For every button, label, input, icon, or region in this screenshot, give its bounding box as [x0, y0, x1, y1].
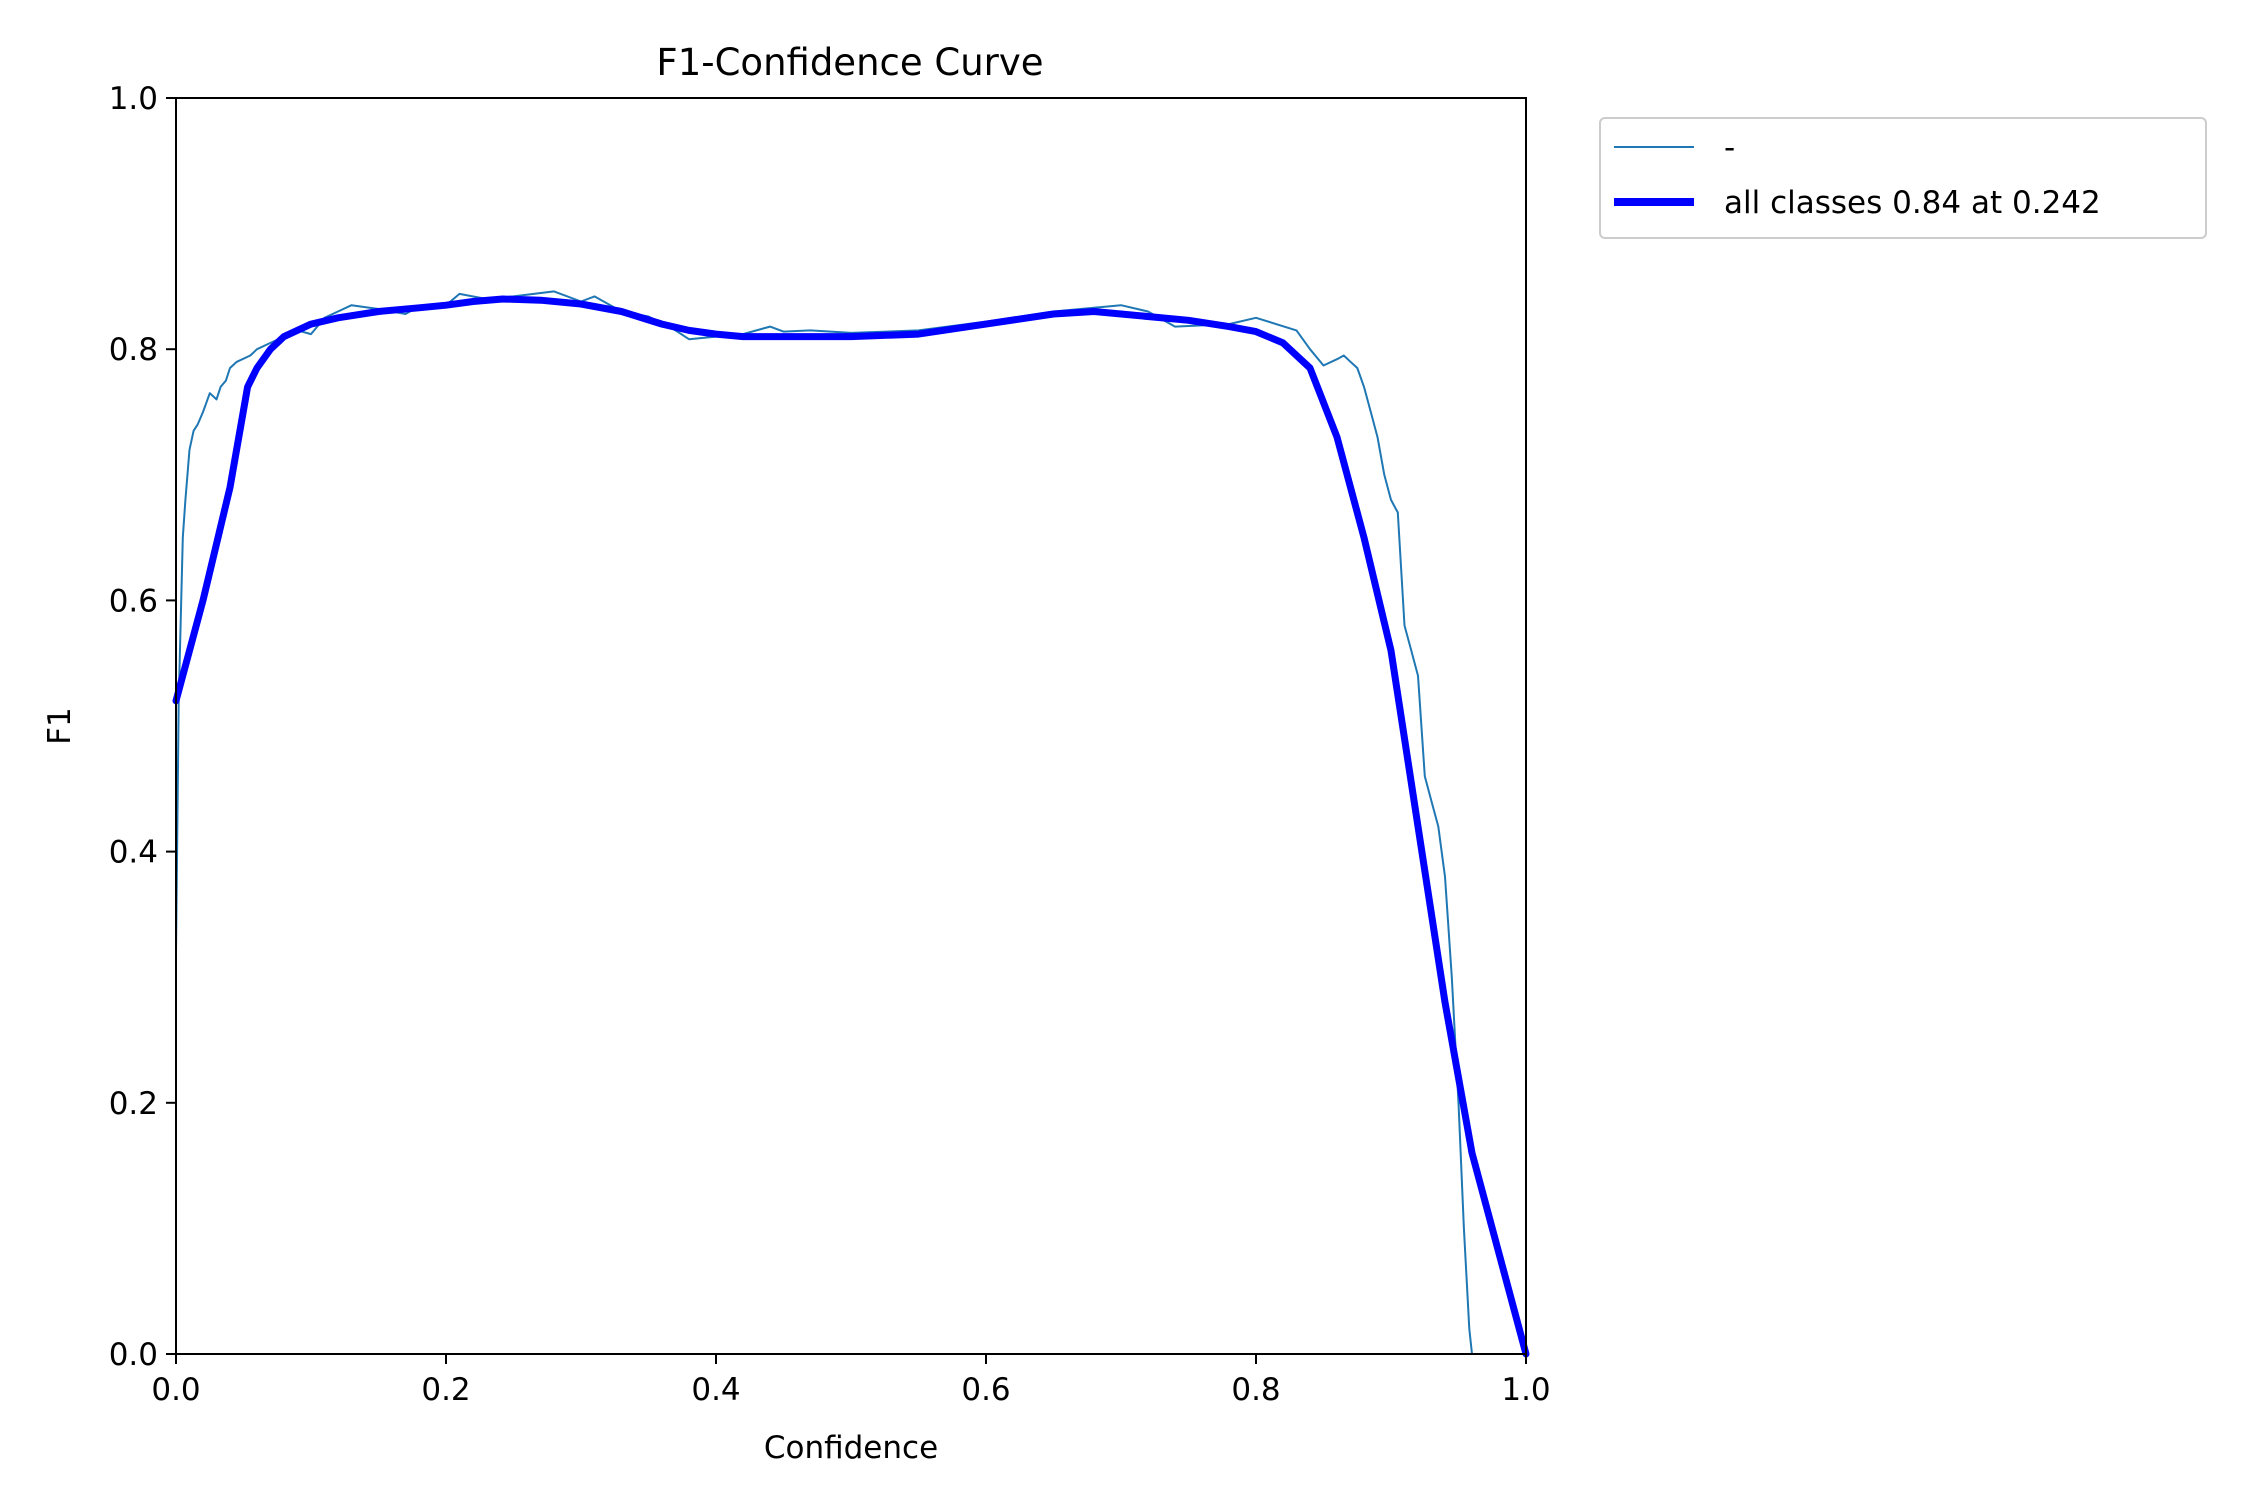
y-tick-label: 0.0 [109, 1337, 158, 1373]
x-tick-label: 0.4 [691, 1372, 740, 1408]
y-tick-label: 0.6 [109, 583, 158, 619]
x-tick-label: 0.6 [961, 1372, 1010, 1408]
series-line-1 [175, 290, 1527, 1355]
y-tick-label: 0.4 [109, 835, 158, 871]
y-axis-ticks: 0.0 0.2 0.4 0.6 0.8 1.0 [109, 81, 176, 1373]
x-axis-ticks: 0.0 0.2 0.4 0.6 0.8 1.0 [151, 1354, 1551, 1408]
x-tick-label: 0.0 [151, 1372, 200, 1408]
legend-label-series-2: all classes 0.84 at 0.242 [1724, 185, 2101, 221]
legend-box [1599, 117, 2207, 239]
y-axis-label: F1 [42, 707, 78, 745]
x-tick-label: 1.0 [1501, 1372, 1550, 1408]
legend: - all classes 0.84 at 0.242 [1599, 117, 2207, 239]
plot-area [172, 290, 1530, 1358]
y-tick-label: 0.8 [109, 332, 158, 368]
chart-title: F1-Confidence Curve [656, 41, 1043, 84]
y-tick-label: 1.0 [109, 81, 158, 117]
plot-frame [175, 97, 1527, 1355]
x-axis-label: Confidence [764, 1430, 938, 1466]
x-tick-label: 0.2 [421, 1372, 470, 1408]
x-tick-label: 0.8 [1231, 1372, 1280, 1408]
series-line-2 [172, 295, 1530, 1358]
legend-label-series-1: - [1724, 130, 1735, 166]
y-tick-label: 0.2 [109, 1086, 158, 1122]
